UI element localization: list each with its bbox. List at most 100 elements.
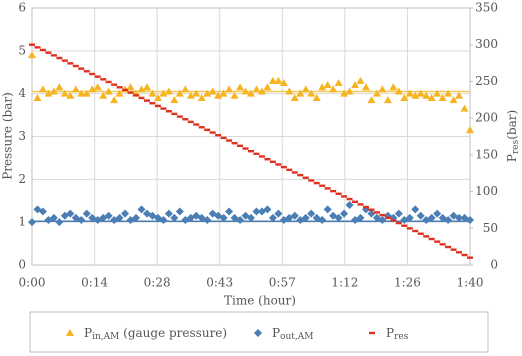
dash-marker (78, 67, 85, 70)
triangle-marker (77, 89, 86, 97)
dash-marker (61, 59, 68, 62)
x-tick-label: 1:12 (331, 276, 358, 290)
diamond-marker (307, 209, 316, 218)
triangle-marker (400, 93, 409, 101)
triangle-marker (71, 85, 80, 93)
diamond-marker (236, 216, 245, 225)
legend-label-suffix: (gauge pressure) (119, 326, 227, 340)
triangle-marker (312, 93, 321, 101)
dash-marker (373, 211, 380, 214)
triangle-marker (175, 89, 184, 97)
triangle-marker (203, 89, 212, 97)
triangle-marker (82, 89, 91, 97)
diamond-marker (77, 216, 86, 225)
dash-marker (461, 253, 468, 257)
y2-tick-label: 250 (475, 74, 498, 88)
dash-marker (242, 147, 249, 150)
dash-marker (450, 248, 457, 251)
diamond-marker (394, 209, 403, 218)
triangle-marker (197, 93, 206, 101)
diamond-marker (66, 209, 75, 218)
dash-marker (439, 243, 446, 246)
diamond-marker (290, 211, 299, 220)
legend-label-sub: res (394, 332, 409, 342)
dash-marker (384, 216, 391, 219)
y-axis-label: Pressure (bar) (1, 92, 15, 180)
dash-marker (29, 43, 35, 46)
y2-label-suffix: (bar) (505, 110, 519, 140)
diamond-marker (263, 205, 272, 214)
triangle-marker (257, 87, 266, 95)
dash-marker (45, 51, 52, 54)
diamond-marker (137, 205, 146, 214)
triangle-marker (279, 78, 288, 86)
triangle-marker (60, 89, 69, 97)
triangle-marker (137, 85, 146, 93)
diamond-marker (274, 209, 283, 218)
diamond-marker (219, 213, 228, 222)
legend-label: Pin,AM (gauge pressure) (84, 326, 227, 342)
triangle-marker (126, 83, 135, 91)
dash-marker (182, 118, 189, 121)
triangle-marker (274, 76, 283, 84)
y2-tick-label: 100 (475, 184, 498, 198)
legend-marker (254, 329, 262, 337)
triangle-marker (93, 83, 102, 91)
dash-marker (100, 78, 107, 81)
triangle-marker (186, 91, 195, 99)
dash-marker (286, 168, 293, 172)
dash-marker (50, 54, 57, 57)
dash-marker (209, 131, 216, 134)
dash-marker (105, 80, 112, 84)
triangle-marker (38, 85, 47, 93)
y-tick-label: 2 (18, 172, 26, 186)
triangle-marker (444, 89, 453, 97)
dash-marker (275, 163, 282, 166)
legend-box (29, 311, 489, 353)
diamond-marker (323, 205, 332, 214)
diamond-marker (433, 209, 442, 218)
diamond-marker (121, 209, 130, 218)
dash-marker (335, 192, 342, 195)
legend-label: Pout,AM (272, 326, 314, 342)
diamond-marker (132, 213, 141, 222)
diamond-marker (455, 213, 464, 222)
dash-marker (72, 64, 79, 68)
triangle-marker (28, 51, 36, 59)
dash-marker (143, 99, 150, 102)
diamond-marker (203, 216, 212, 225)
dash-marker (308, 179, 315, 182)
triangle-marker (329, 85, 338, 93)
dash-marker (67, 62, 74, 65)
triangle-marker (301, 85, 310, 93)
triangle-marker (416, 89, 425, 97)
dash-marker (39, 48, 46, 52)
triangle-marker (142, 83, 151, 91)
diamond-marker (367, 209, 376, 218)
legend-marker (369, 331, 375, 335)
triangle-marker (247, 89, 255, 97)
triangle-marker (192, 89, 201, 97)
dash-marker (395, 221, 402, 225)
triangle-marker (455, 91, 464, 99)
triangle-marker (66, 91, 75, 99)
triangle-marker (33, 93, 42, 101)
triangle-marker (110, 96, 119, 104)
diamond-marker (334, 213, 343, 222)
dash-marker (220, 136, 227, 140)
triangle-marker (334, 78, 343, 86)
triangle-marker (181, 85, 190, 93)
triangle-marker (236, 83, 245, 91)
diamond-marker (378, 216, 387, 225)
diamond-marker (164, 209, 173, 218)
diamond-marker (405, 213, 414, 222)
triangle-marker (367, 96, 376, 104)
dash-marker (352, 200, 359, 203)
triangle-marker (394, 87, 403, 95)
dash-marker (149, 102, 156, 105)
dash-marker (204, 128, 211, 132)
triangle-marker (466, 126, 474, 134)
triangle-marker (411, 91, 420, 99)
y-tick-label: 0 (18, 258, 26, 272)
dash-marker (237, 144, 244, 148)
